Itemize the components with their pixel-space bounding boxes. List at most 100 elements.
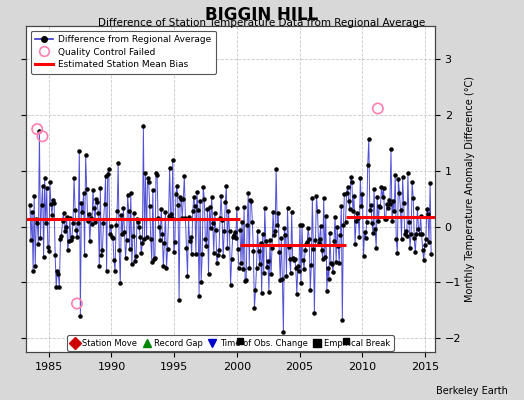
Point — [386, 201, 394, 208]
Point — [392, 236, 400, 242]
Point — [188, 251, 196, 257]
Point — [372, 245, 380, 252]
Point — [271, 228, 279, 234]
Point — [374, 218, 383, 224]
Point — [74, 220, 82, 226]
Point — [422, 236, 430, 242]
Point — [259, 270, 268, 276]
Point — [301, 247, 309, 253]
Point — [257, 290, 266, 296]
Point — [306, 287, 314, 293]
Point — [59, 210, 68, 216]
Point — [46, 179, 54, 186]
Point — [396, 207, 405, 213]
Legend: Station Move, Record Gap, Time of Obs. Change, Empirical Break: Station Move, Record Gap, Time of Obs. C… — [68, 336, 394, 351]
Point — [94, 209, 102, 216]
Point — [424, 211, 432, 217]
Point — [42, 185, 51, 192]
Point — [384, 205, 392, 211]
Point — [280, 224, 289, 231]
Point — [107, 222, 115, 229]
Point — [331, 214, 339, 220]
Point — [140, 235, 149, 242]
Point — [113, 208, 122, 215]
Point — [84, 211, 93, 218]
Point — [215, 247, 223, 254]
Point — [270, 232, 278, 238]
Point — [240, 204, 248, 210]
Point — [117, 212, 126, 218]
Point — [187, 233, 195, 240]
Point — [348, 179, 356, 186]
Point — [212, 227, 220, 233]
Point — [168, 215, 176, 222]
Point — [261, 238, 270, 244]
Point — [206, 225, 215, 232]
Point — [118, 230, 127, 237]
Point — [193, 189, 201, 195]
Point — [29, 268, 37, 275]
Point — [319, 256, 327, 262]
Point — [425, 239, 433, 246]
Point — [173, 183, 181, 190]
Point — [363, 219, 371, 226]
Point — [230, 232, 238, 238]
Point — [79, 190, 88, 196]
Point — [196, 198, 204, 204]
Point — [333, 224, 341, 231]
Point — [199, 184, 208, 190]
Point — [170, 249, 178, 255]
Point — [158, 231, 167, 238]
Point — [398, 174, 407, 180]
Point — [303, 239, 311, 245]
Point — [104, 166, 113, 172]
Point — [228, 234, 237, 240]
Point — [283, 204, 292, 211]
Point — [43, 244, 52, 250]
Point — [167, 211, 175, 217]
Point — [370, 186, 378, 192]
Point — [353, 209, 362, 216]
Point — [318, 246, 326, 253]
Point — [95, 263, 103, 270]
Point — [411, 249, 420, 255]
Point — [253, 227, 261, 234]
Point — [54, 271, 62, 277]
Point — [243, 222, 252, 228]
Point — [376, 204, 385, 210]
Point — [354, 215, 363, 221]
Point — [91, 219, 99, 225]
Point — [281, 232, 290, 239]
Point — [309, 245, 318, 252]
Point — [137, 250, 146, 256]
Point — [143, 234, 151, 240]
Point — [316, 223, 325, 230]
Point — [73, 234, 81, 240]
Point — [156, 236, 165, 243]
Point — [146, 202, 154, 209]
Point — [263, 264, 271, 270]
Point — [26, 202, 34, 208]
Point — [315, 236, 324, 242]
Point — [213, 260, 221, 266]
Point — [314, 240, 323, 247]
Point — [310, 310, 319, 316]
Point — [338, 317, 346, 324]
Point — [198, 251, 206, 258]
Point — [246, 196, 255, 203]
Point — [423, 206, 431, 212]
Point — [138, 240, 147, 246]
Point — [180, 173, 189, 180]
Point — [235, 265, 243, 272]
Point — [203, 206, 212, 212]
Point — [56, 236, 64, 242]
Point — [49, 196, 57, 203]
Point — [234, 246, 242, 252]
Point — [407, 231, 415, 238]
Point — [268, 245, 276, 252]
Point — [385, 197, 393, 204]
Point — [238, 219, 246, 225]
Point — [332, 259, 340, 266]
Point — [66, 215, 74, 222]
Point — [329, 269, 337, 275]
